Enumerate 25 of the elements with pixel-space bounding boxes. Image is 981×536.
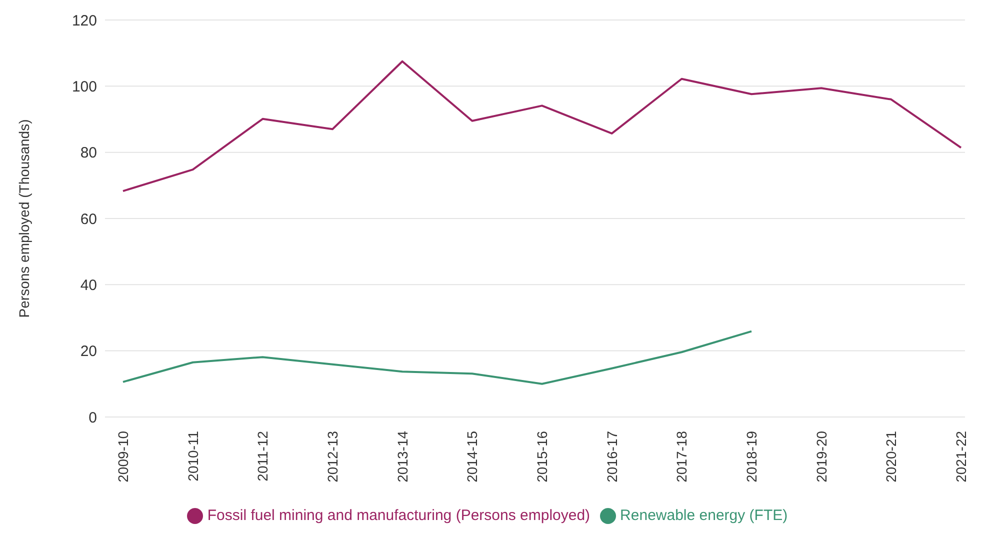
x-tick-label: 2018-19 [743, 430, 760, 482]
legend-label: Fossil fuel mining and manufacturing (Persons employed) [207, 506, 590, 524]
y-tick-label: 80 [80, 144, 97, 162]
y-tick-label: 100 [72, 78, 97, 96]
y-tick-label: 40 [80, 276, 97, 294]
x-tick-label: 2013-14 [394, 430, 410, 482]
x-tick-label: 2009-10 [114, 430, 131, 482]
x-tick-label: 2017-18 [674, 430, 690, 482]
x-tick-label: 2020-21 [883, 430, 900, 482]
y-tick-label: 120 [72, 12, 97, 30]
y-tick-label: 0 [88, 409, 97, 426]
x-tick-label: 2016-17 [604, 430, 620, 482]
legend-label: Renewable energy (FTE) [620, 506, 788, 524]
y-tick-label: 20 [80, 343, 97, 360]
x-tick-label: 2012-13 [324, 430, 340, 482]
y-tick-label: 60 [80, 210, 97, 228]
x-tick-label: 2019-20 [813, 430, 830, 482]
line-series [122, 60, 962, 192]
x-tick-label: 2011-12 [254, 430, 271, 482]
x-tick-label: 2014-15 [464, 430, 480, 482]
x-tick-label: 2021-22 [952, 430, 969, 482]
x-tick-label: 2010-11 [184, 430, 201, 482]
line-series [122, 330, 752, 385]
x-tick-label: 2015-16 [534, 430, 550, 482]
y-axis-title: Persons employed (Thousands) [16, 119, 32, 318]
